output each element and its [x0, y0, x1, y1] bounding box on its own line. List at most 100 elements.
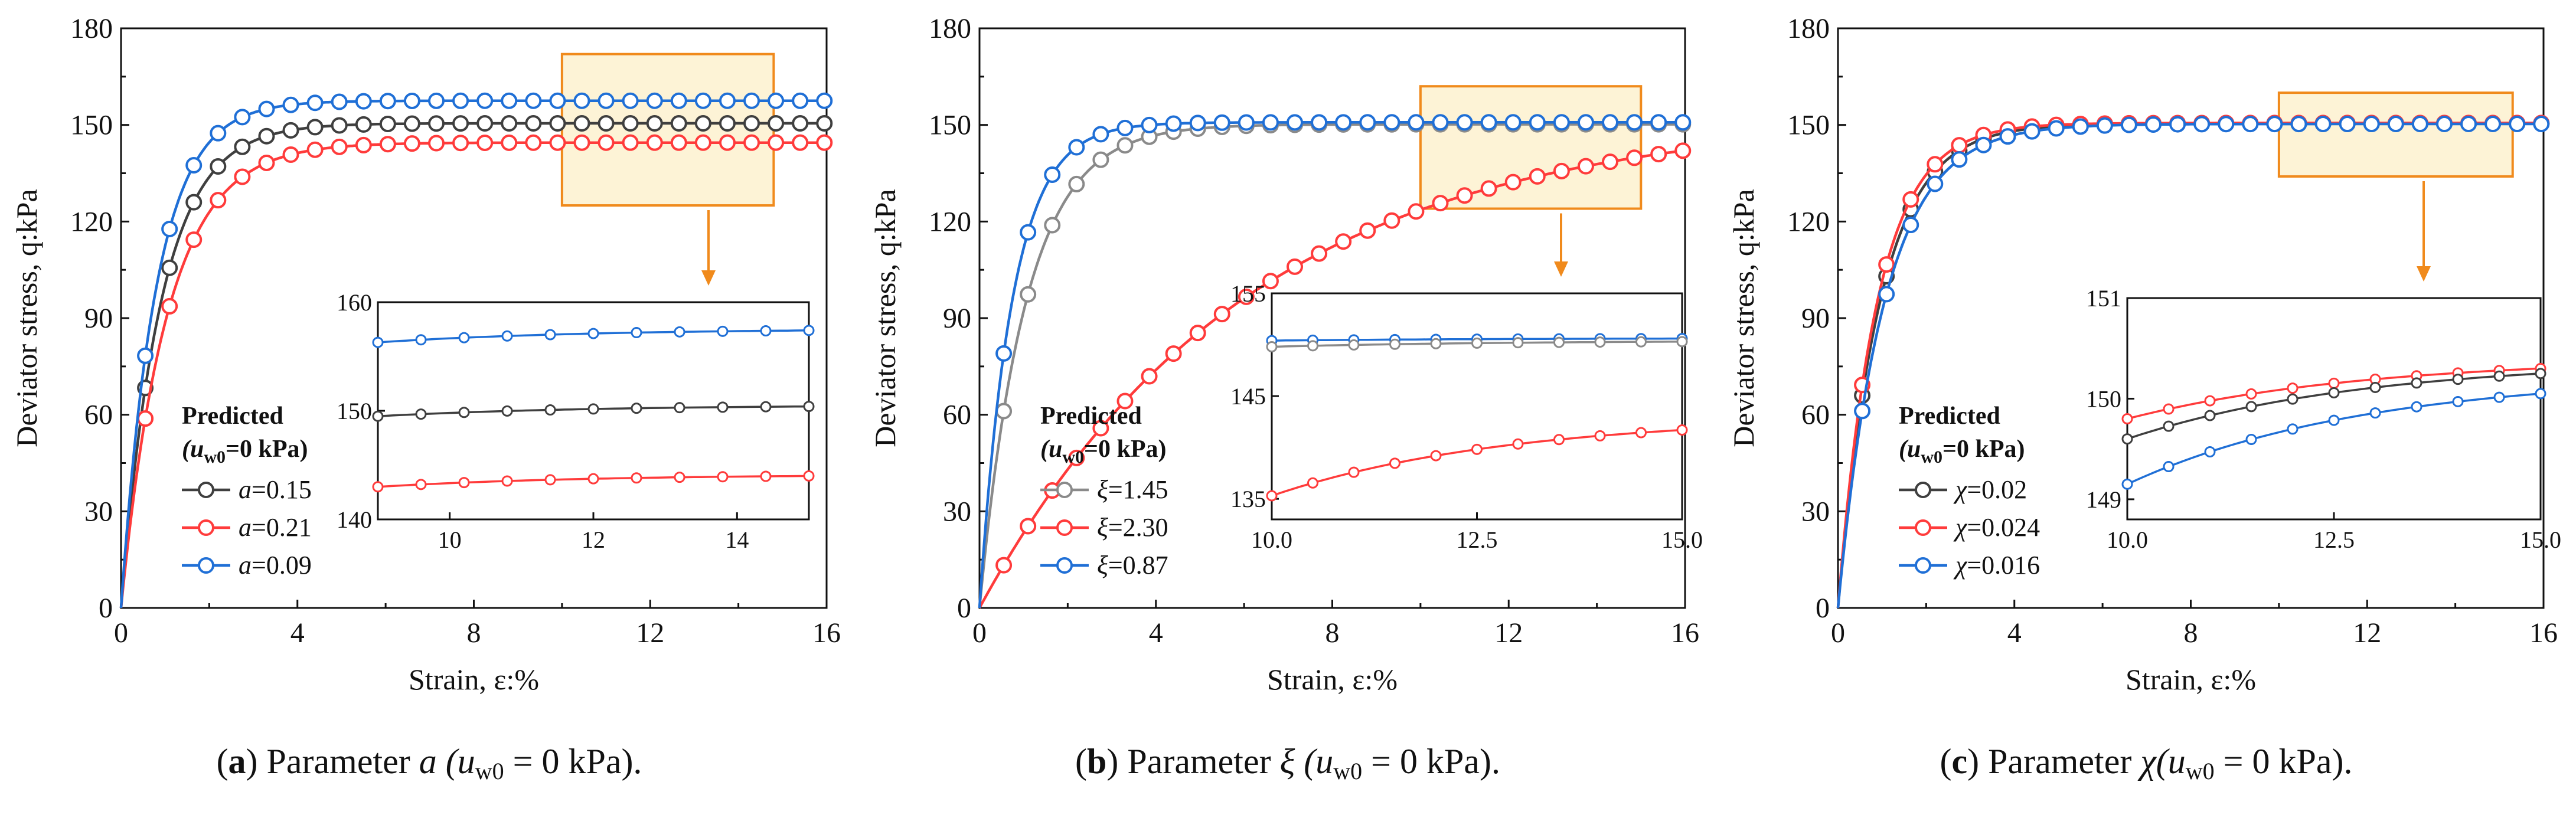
inset-series-marker-2: [2204, 446, 2216, 458]
series-marker-2: [234, 109, 251, 126]
inset-series-marker-0: [2163, 403, 2175, 415]
series-marker-2: [694, 92, 711, 109]
series-marker-2: [2145, 116, 2162, 133]
inset-series-marker-2: [1266, 490, 1278, 502]
series-marker-1: [452, 135, 469, 152]
series-marker-1: [816, 134, 833, 151]
legend-subtitle: (uw0=0 kPa): [1899, 436, 2025, 467]
series-marker-1: [1553, 162, 1570, 179]
series-marker-1: [1092, 420, 1109, 437]
series-marker-1: [743, 134, 760, 151]
series-marker-2: [1577, 114, 1594, 131]
inset-y-tick-label: 160: [337, 289, 372, 316]
series-marker-2: [1311, 114, 1328, 131]
series-marker-1: [1189, 325, 1206, 342]
series-marker-1: [646, 134, 663, 151]
series-marker-2: [598, 92, 615, 109]
inset-series-marker-2: [501, 475, 513, 487]
inset-series-marker-2: [1635, 427, 1647, 439]
series-marker-2: [816, 92, 833, 109]
inset-series-marker-1: [501, 405, 513, 417]
x-axis-label: Strain, ε:%: [409, 663, 539, 696]
series-marker-1: [622, 134, 639, 151]
legend-subtitle: (uw0=0 kPa): [1040, 436, 1166, 467]
inset-series-marker-2: [803, 470, 815, 482]
series-marker-2: [2339, 116, 2356, 133]
series-marker-1: [1238, 288, 1255, 305]
series-marker-1: [598, 134, 615, 151]
y-tick-label: 90: [943, 303, 971, 334]
inset-series-marker-2: [2369, 407, 2381, 419]
series-marker-1: [1577, 158, 1594, 175]
series-marker-1: [1650, 146, 1667, 163]
inset-series-marker-2: [1512, 438, 1524, 450]
series-marker-0: [646, 115, 663, 132]
zoom-box: [2277, 91, 2514, 178]
series-marker-2: [1650, 114, 1667, 131]
series-marker-1: [1529, 168, 1546, 185]
series-marker-1: [234, 168, 251, 185]
series-marker-2: [476, 92, 494, 109]
inset-series-marker-1: [1430, 338, 1442, 349]
inset-series-marker-2: [372, 481, 384, 493]
inset-series-marker-1: [2535, 368, 2546, 380]
series-marker-2: [2096, 117, 2113, 134]
series-marker-1: [403, 135, 420, 152]
series-marker-2: [501, 92, 518, 109]
inset-series-marker-1: [2121, 433, 2133, 445]
series-marker-1: [1359, 222, 1376, 239]
chart-panel-c: 0 4 8 12 16 0 30 60 90 120 150 180 Strain, ε:% Deviat…: [1717, 0, 2575, 821]
inset-series-marker-2: [1430, 450, 1442, 462]
series-marker-1: [1116, 392, 1134, 410]
series-marker-0: [185, 194, 203, 211]
caption-a: (a) Parameter a (uw0 = 0 kPa).: [216, 742, 642, 784]
legend-entry-1: a=0.21: [239, 513, 312, 542]
series-marker-2: [1287, 114, 1304, 131]
y-tick-label: 120: [929, 206, 971, 237]
series-marker-2: [1020, 224, 1037, 241]
inset-series-marker-1: [717, 401, 729, 413]
series-marker-1: [670, 134, 687, 151]
series-marker-1: [428, 135, 445, 152]
series-marker-1: [1927, 156, 1944, 173]
y-tick-label: 30: [1801, 496, 1830, 527]
series-marker-0: [331, 117, 348, 134]
inset-frame: [1271, 292, 1683, 521]
inset-series-marker-2: [1471, 443, 1483, 455]
series-marker-2: [1408, 114, 1425, 131]
inset-series-marker-2: [674, 472, 685, 483]
series-marker-0: [792, 115, 809, 132]
inset-series-marker-2: [2452, 395, 2464, 407]
y-tick-label: 150: [1787, 110, 1830, 141]
inset-series-marker-0: [2328, 377, 2340, 389]
inset-x-tick-label: 15.0: [1661, 526, 1703, 553]
series-marker-1: [306, 141, 324, 158]
series-marker-2: [1553, 114, 1570, 131]
series-marker-0: [622, 115, 639, 132]
series-marker-0: [501, 115, 518, 132]
series-marker-2: [1213, 114, 1230, 131]
series-marker-2: [2193, 116, 2211, 133]
inset-series-marker-1: [415, 408, 427, 420]
y-tick-label: 0: [957, 593, 971, 624]
series-marker-2: [670, 92, 687, 109]
inset-series-marker-2: [717, 471, 729, 483]
series-marker-0: [258, 127, 275, 145]
x-tick-label: 8: [1325, 617, 1340, 649]
series-marker-2: [1878, 286, 1895, 303]
zoom-arrow-head: [1554, 261, 1568, 277]
series-marker-2: [2509, 116, 2526, 133]
x-tick-label: 0: [114, 617, 128, 649]
series-marker-2: [2533, 116, 2550, 133]
series-marker-0: [210, 158, 227, 175]
series-marker-1: [1408, 203, 1425, 220]
inset-y-tick-label: 149: [2086, 486, 2121, 513]
series-marker-1: [525, 134, 542, 151]
legend-title: Predicted: [1899, 403, 2000, 430]
series-marker-2: [161, 221, 178, 238]
y-tick-label: 120: [1787, 206, 1830, 237]
series-marker-2: [2314, 116, 2332, 133]
inset-series-marker-0: [803, 325, 815, 336]
y-tick-label: 60: [1801, 400, 1830, 431]
